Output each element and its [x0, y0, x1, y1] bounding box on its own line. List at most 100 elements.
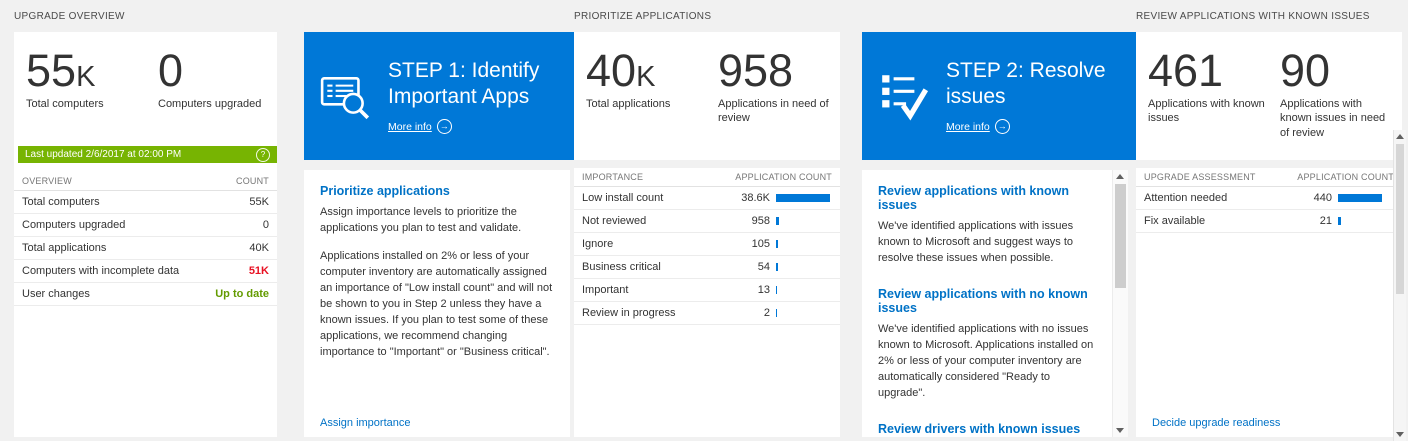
row-label: Computers upgraded	[22, 219, 126, 231]
step1-title: STEP 1: Identify Important Apps	[388, 58, 540, 108]
prioritize-stats-panel: 40K Total applications 958 Applications …	[574, 32, 840, 160]
assign-importance-link[interactable]: Assign importance	[320, 417, 411, 429]
stat-label: Applications with known issues in need o…	[1280, 98, 1386, 139]
stat-value: 90	[1280, 45, 1331, 96]
page-vertical-scrollbar[interactable]	[1393, 130, 1406, 441]
column-header: OVERVIEW	[22, 176, 72, 186]
review-apps-known-issues-link[interactable]: Review applications with known issues	[878, 184, 1070, 212]
upgrade-assessment-table: UPGRADE ASSESSMENT APPLICATION COUNT Att…	[1136, 168, 1402, 233]
bar-holder	[776, 286, 832, 294]
step1-title-block: STEP 1: Identify Important Apps More inf…	[388, 58, 584, 135]
identify-apps-icon	[318, 69, 374, 123]
review-drivers-known-issues-link[interactable]: Review drivers with known issues	[878, 421, 1081, 436]
detail-paragraph: We've identified applications with no is…	[878, 322, 1094, 399]
table-row[interactable]: Low install count 38.6K	[574, 187, 840, 210]
bar-holder	[776, 263, 832, 271]
scrollable-content: Review applications with known issues We…	[878, 184, 1094, 437]
decide-upgrade-readiness-link[interactable]: Decide upgrade readiness	[1152, 417, 1281, 429]
arrow-circle-icon: →	[994, 119, 1010, 134]
stat-computers-upgraded[interactable]: 0 Computers upgraded	[158, 48, 277, 111]
detail-paragraph: Applications installed on 2% or less of …	[320, 249, 553, 358]
step2-more-info-link[interactable]: More info →	[946, 119, 1010, 134]
stat-label: Computers upgraded	[158, 98, 262, 110]
last-updated-text: Last updated 2/6/2017 at 02:00 PM	[25, 149, 182, 160]
row-value: 2	[763, 307, 770, 319]
bar-holder	[776, 309, 832, 317]
section-header-prioritize-applications: PRIORITIZE APPLICATIONS	[574, 11, 712, 22]
table-header-row: OVERVIEW COUNT	[14, 172, 277, 191]
bar-holder	[776, 240, 832, 248]
scroll-up-button[interactable]	[1394, 130, 1406, 143]
column-header: APPLICATION COUNT	[735, 172, 832, 182]
stat-total-computers[interactable]: 55K Total computers	[26, 48, 158, 111]
stat-apps-need-review[interactable]: 958 Applications in need of review	[718, 48, 840, 126]
scrollbar-thumb[interactable]	[1115, 184, 1126, 288]
stat-apps-with-known-issues[interactable]: 461 Applications with known issues	[1148, 48, 1280, 140]
stat-known-issues-need-review[interactable]: 90 Applications with known issues in nee…	[1280, 48, 1402, 140]
count-bar	[1338, 217, 1341, 225]
column-header: COUNT	[236, 176, 269, 186]
review-apps-no-known-issues-link[interactable]: Review applications with no known issues	[878, 286, 1088, 315]
prioritize-stats-row: 40K Total applications 958 Applications …	[574, 32, 840, 126]
bar-holder	[776, 217, 832, 225]
column-header: APPLICATION COUNT	[1297, 172, 1394, 182]
row-label: Low install count	[582, 192, 664, 204]
table-row[interactable]: Computers with incomplete data 51K	[14, 260, 277, 283]
table-row[interactable]: Total computers 55K	[14, 191, 277, 214]
vertical-scrollbar[interactable]	[1112, 170, 1128, 437]
row-value: 440	[1313, 192, 1332, 204]
overview-stats: 55K Total computers 0 Computers upgraded	[14, 32, 277, 111]
table-row[interactable]: Fix available 21	[1136, 210, 1402, 233]
detail-paragraph: Assign importance levels to prioritize t…	[320, 206, 522, 234]
table-row[interactable]: Ignore 105	[574, 233, 840, 256]
resolve-issues-detail: Review applications with known issues We…	[862, 170, 1128, 437]
row-value: 40K	[249, 242, 269, 254]
table-row[interactable]: Business critical 54	[574, 256, 840, 279]
table-header-row: IMPORTANCE APPLICATION COUNT	[574, 168, 840, 187]
count-bar	[1338, 194, 1382, 202]
table-row[interactable]: Total applications 40K	[14, 237, 277, 260]
scroll-down-button[interactable]	[1394, 428, 1406, 441]
arrow-circle-icon: →	[436, 119, 452, 134]
upgrade-assessment-panel: UPGRADE ASSESSMENT APPLICATION COUNT Att…	[1136, 168, 1402, 437]
count-bar	[776, 240, 778, 248]
row-value: 13	[757, 284, 770, 296]
step2-title: STEP 2: Resolve issues	[946, 58, 1106, 108]
bar-holder	[1338, 194, 1394, 202]
stat-value: 461	[1148, 45, 1224, 96]
detail-heading[interactable]: Prioritize applications	[320, 184, 450, 198]
stat-value: 958	[718, 45, 794, 96]
table-row[interactable]: Important 13	[574, 279, 840, 302]
step1-tile: STEP 1: Identify Important Apps More inf…	[304, 32, 598, 160]
row-value: 958	[751, 215, 770, 227]
row-label: Attention needed	[1144, 192, 1228, 204]
table-row[interactable]: Computers upgraded 0	[14, 214, 277, 237]
row-value: 0	[262, 219, 269, 231]
table-row[interactable]: Review in progress 2	[574, 302, 840, 325]
help-icon[interactable]: ?	[256, 147, 270, 162]
scroll-down-icon	[1116, 428, 1124, 433]
scrollbar-thumb[interactable]	[1396, 144, 1404, 294]
table-row[interactable]: User changes Up to date	[14, 283, 277, 306]
table-row[interactable]: Attention needed 440	[1136, 187, 1402, 210]
scroll-up-button[interactable]	[1113, 170, 1128, 183]
bar-holder	[1338, 217, 1394, 225]
row-label: Fix available	[1144, 215, 1206, 227]
stat-total-applications[interactable]: 40K Total applications	[586, 48, 718, 126]
table-row[interactable]: Not reviewed 958	[574, 210, 840, 233]
scroll-down-button[interactable]	[1113, 424, 1128, 437]
count-bar	[776, 286, 777, 294]
section-header-review-applications: REVIEW APPLICATIONS WITH KNOWN ISSUES	[1136, 11, 1370, 22]
column-header: UPGRADE ASSESSMENT	[1144, 172, 1256, 182]
resolve-issues-icon	[876, 69, 932, 123]
detail-paragraph: We've identified applications with issue…	[878, 220, 1074, 264]
table-header-row: UPGRADE ASSESSMENT APPLICATION COUNT	[1136, 168, 1402, 187]
row-value: 105	[751, 238, 770, 250]
step1-more-info-link[interactable]: More info →	[388, 119, 452, 134]
row-label: Not reviewed	[582, 215, 647, 227]
importance-table: IMPORTANCE APPLICATION COUNT Low install…	[574, 168, 840, 325]
row-label: Important	[582, 284, 629, 296]
stat-value: 40K	[586, 45, 656, 96]
review-stats-panel: 461 Applications with known issues 90 Ap…	[1136, 32, 1402, 160]
row-label: User changes	[22, 288, 90, 300]
